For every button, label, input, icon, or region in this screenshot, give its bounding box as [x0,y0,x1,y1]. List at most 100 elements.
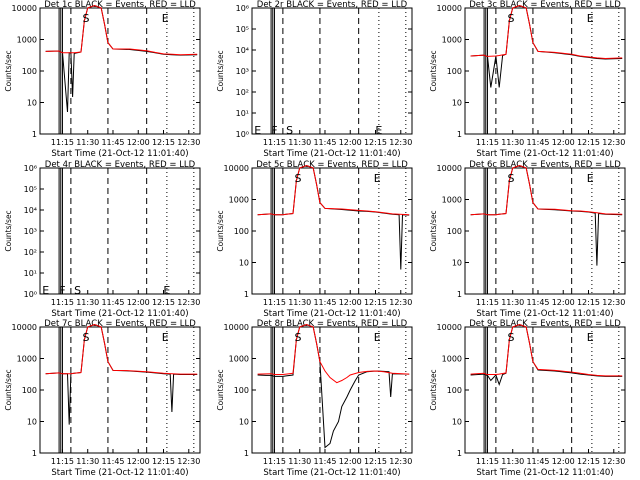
x-tick-label: 11:30 [76,138,99,147]
x-tick-label: 12:15 [152,138,175,147]
y-axis-title: Counts/sec [429,50,438,91]
y-tick-label: 1000 [17,36,37,45]
marker-label: E [374,172,381,185]
x-tick-label: 12:00 [552,138,575,147]
x-tick-label: 11:45 [526,138,549,147]
series-lld-line [45,4,198,56]
chart-title: Det 6c BLACK = Events, RED = LLD [469,160,621,170]
marker-label: S [74,284,81,297]
chart-panel-5: 1 10 100 1000 10000 11:15 11:30 11:45 12:00 12:15… [216,160,413,319]
y-tick-label: 10 [27,99,37,108]
y-tick-label: 1 [244,449,249,458]
x-axis-title: Start Time (21-Oct-12 11:01:40) [51,309,188,319]
x-tick-label: 12:00 [127,138,150,147]
y-tick-label: 1000 [229,196,249,205]
marker-label: S [286,124,293,137]
plot-frame [464,167,626,295]
chart-panel-9: 1 10 100 1000 10000 11:15 11:30 11:45 12:00 12:15… [429,319,626,478]
x-tick-label: 12:15 [577,457,600,466]
x-axis-title: Start Time (21-Oct-12 11:01:40) [51,149,188,159]
chart-title: Det 8r BLACK = Events, RED = LLD [257,319,408,329]
marker-label: E [163,284,170,297]
y-tick-label: 1 [457,130,462,139]
y-axis-title: Counts/sec [216,369,225,410]
series-lld-line [470,323,623,377]
chart-panel-3: 1 10 100 1000 10000 11:15 11:30 11:45 12:00 12:15… [429,0,626,159]
x-tick-label: 11:15 [263,138,286,147]
x-tick-label: 12:00 [339,138,362,147]
y-axis-title: Counts/sec [4,50,13,91]
x-tick-label: 11:45 [101,138,124,147]
marker-label: E [587,12,594,25]
marker-label: S [295,331,302,344]
y-tick-label: 1000 [442,355,462,364]
y-tick-label: 10³ [24,227,37,236]
chart-title: Det 5c BLACK = Events, RED = LLD [256,160,408,170]
marker-label: E [587,331,594,344]
series-lld-line [470,164,623,216]
marker-label: E [42,284,49,297]
y-axis-title: Counts/sec [216,50,225,91]
plot-frame [251,326,413,454]
marker-label: S [83,331,90,344]
x-tick-label: 11:15 [263,298,286,307]
chart-panel-7: 1 10 100 1000 10000 11:15 11:30 11:45 12:00 12:15… [4,319,201,478]
y-axis-title: Counts/sec [4,369,13,410]
plot-frame [39,326,201,454]
marker-label: E [254,124,261,137]
y-tick-label: 100 [447,67,462,76]
marker-label: F [271,124,277,137]
x-axis-title: Start Time (21-Oct-12 11:01:40) [51,468,188,478]
y-tick-label: 1 [32,130,37,139]
marker-label: S [508,331,515,344]
marker-label: S [295,172,302,185]
y-tick-label: 10¹ [24,269,37,278]
y-tick-label: 10⁶ [236,4,249,13]
y-tick-label: 1000 [442,196,462,205]
y-tick-label: 10⁴ [236,46,249,55]
x-tick-label: 11:45 [313,457,336,466]
x-tick-label: 11:30 [288,138,311,147]
x-tick-label: 11:15 [51,298,74,307]
x-tick-label: 11:45 [101,457,124,466]
x-tick-label: 11:15 [263,457,286,466]
marker-label: E [374,331,381,344]
y-tick-label: 10 [239,418,249,427]
marker-label: F [59,284,65,297]
x-tick-label: 11:30 [288,457,311,466]
series-lld-line [470,4,623,60]
x-tick-label: 11:45 [101,298,124,307]
y-tick-label: 100 [447,227,462,236]
x-tick-label: 11:30 [76,298,99,307]
chart-title: Det 3c BLACK = Events, RED = LLD [469,0,621,10]
x-axis-title: Start Time (21-Oct-12 11:01:40) [476,309,613,319]
y-tick-label: 10⁰ [236,130,249,139]
series-events-line [470,164,623,266]
y-tick-label: 100 [22,386,37,395]
marker-label: S [508,12,515,25]
y-tick-label: 10² [24,248,37,257]
y-tick-label: 10000 [12,4,37,13]
series-events-line [257,323,410,449]
y-tick-label: 100 [22,67,37,76]
x-tick-label: 12:15 [152,457,175,466]
x-tick-label: 11:15 [476,457,499,466]
y-tick-label: 10 [452,418,462,427]
x-tick-label: 12:00 [127,457,150,466]
y-tick-label: 10 [239,259,249,268]
y-tick-label: 10000 [224,323,249,332]
series-lld-line [257,323,410,384]
chart-panel-4: 10⁰ 10¹ 10² 10³ 10⁴ 10⁵ 10⁶ 11:15 11:30 11:45 12:0… [4,160,201,319]
y-tick-label: 10000 [437,323,462,332]
x-tick-label: 12:15 [364,298,387,307]
series-events-line [257,164,410,270]
x-tick-label: 11:30 [501,298,524,307]
y-tick-label: 1000 [229,355,249,364]
x-axis-title: Start Time (21-Oct-12 11:01:40) [476,468,613,478]
y-tick-label: 10⁴ [24,206,37,215]
plot-frame [464,326,626,454]
x-tick-label: 12:30 [389,138,412,147]
x-axis-title: Start Time (21-Oct-12 11:01:40) [263,309,400,319]
x-tick-label: 11:15 [476,298,499,307]
